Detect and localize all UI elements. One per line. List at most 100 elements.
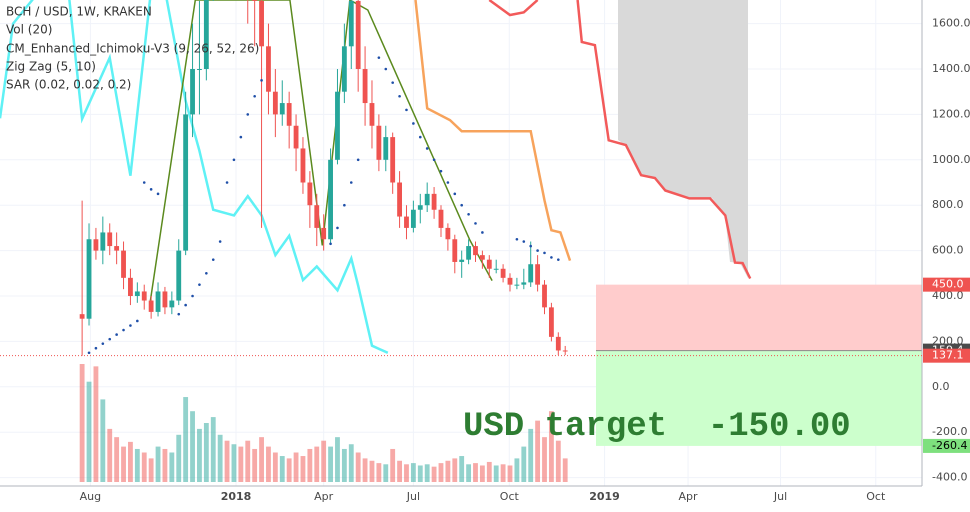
volume-bar <box>128 441 133 482</box>
sar-dot <box>446 181 450 184</box>
candle-body <box>424 193 430 206</box>
volume-bar <box>383 464 389 482</box>
candle-body <box>128 277 133 297</box>
sar-dot <box>260 79 263 82</box>
y-tick-label: 0.0 <box>932 380 950 393</box>
volume-bar <box>459 456 465 482</box>
candle-body <box>252 0 258 1</box>
candle-body <box>266 46 271 92</box>
legend-line: BCH / USD, 1W, KRAKEN <box>6 5 152 19</box>
sar-dot <box>329 242 332 246</box>
candle-body <box>307 182 313 206</box>
volume-bar <box>555 440 561 482</box>
candle-body <box>279 103 285 115</box>
volume-bar <box>535 420 541 482</box>
candle-body <box>528 264 534 283</box>
sar-dot <box>246 113 250 116</box>
candle-body <box>183 114 189 251</box>
candle-body <box>410 209 416 228</box>
candle-body <box>507 277 513 285</box>
x-tick-label: Jul <box>406 490 420 503</box>
candle-body <box>548 307 554 337</box>
volume-bar <box>542 437 547 482</box>
legend: BCH / USD, 1W, KRAKEN Vol (20) CM_Enhanc… <box>6 5 259 92</box>
x-tick-label: Apr <box>679 490 699 503</box>
volume-bar <box>300 456 306 482</box>
indicator-line <box>488 0 752 280</box>
candle-body <box>176 250 182 301</box>
sar-dot <box>108 337 112 341</box>
target-label: USD target -150.00 <box>463 408 851 446</box>
volume-bar <box>355 452 361 482</box>
candle-body <box>169 300 175 308</box>
price-badge-label: -260.4 <box>932 439 967 452</box>
sar-dot <box>156 192 160 196</box>
cloud-fill <box>618 0 748 278</box>
volume-bar <box>148 458 154 482</box>
candle-body <box>190 69 195 115</box>
sar-dot <box>184 303 187 307</box>
candle-body <box>134 291 140 297</box>
y-tick-label: 800.0 <box>932 198 964 211</box>
candle-body <box>514 284 520 286</box>
candle-body <box>272 91 278 115</box>
candle-body <box>562 350 568 352</box>
sar-dot <box>336 226 339 230</box>
candle-body <box>348 0 354 47</box>
y-tick-label: 1200.0 <box>932 107 970 120</box>
candle-body <box>162 291 168 308</box>
background-layer <box>0 0 922 486</box>
sar-dot <box>205 272 208 275</box>
x-tick-label: Oct <box>866 490 886 503</box>
volume-bar <box>328 446 333 482</box>
volume-bar <box>486 461 492 482</box>
sar-dot <box>515 237 519 241</box>
volume-bar <box>404 464 409 482</box>
sar-dot <box>405 108 408 112</box>
sar-dot <box>543 251 546 255</box>
volume-bar <box>348 444 354 482</box>
sar-dot <box>122 328 125 332</box>
x-tick-label: Apr <box>314 490 334 503</box>
volume-bar <box>390 448 396 482</box>
volume-bar <box>266 446 271 482</box>
volume-bar <box>114 437 120 482</box>
sar-dot <box>239 135 243 139</box>
target-zone <box>596 350 922 446</box>
volume-bar <box>231 444 237 482</box>
volume-bar <box>424 464 430 482</box>
candle-body <box>293 125 299 149</box>
sar-dot <box>218 240 222 243</box>
candle-body <box>542 284 547 308</box>
candle-body <box>486 259 492 269</box>
candle-body <box>341 46 347 92</box>
volume-bar <box>183 397 189 482</box>
volume-bar <box>562 458 568 482</box>
candle-body <box>459 259 465 262</box>
candle-body <box>397 182 402 217</box>
candle-body <box>100 232 106 251</box>
sar-dot <box>198 283 201 286</box>
candle-body <box>197 69 202 71</box>
sar-dot <box>418 135 422 139</box>
sar-dot <box>412 122 415 125</box>
volume-bar <box>397 460 402 482</box>
volume-bar <box>190 411 195 482</box>
volume-bar <box>162 448 168 482</box>
candle-body <box>466 246 472 260</box>
volume-bar <box>272 452 278 482</box>
candle-body <box>383 137 389 160</box>
candle-body <box>259 0 264 47</box>
legend-line: SAR (0.02, 0.02, 0.2) <box>6 78 131 92</box>
volume-bar <box>376 463 382 482</box>
candle-body <box>148 300 154 312</box>
indicator-line <box>0 0 389 354</box>
volume-bar <box>514 458 520 482</box>
sar-dot <box>439 169 443 173</box>
volume-bar <box>238 446 244 482</box>
x-tick-label: Oct <box>500 490 520 503</box>
candle-body <box>445 227 451 240</box>
x-tick-label: 2018 <box>221 490 252 503</box>
volume-bar <box>417 465 423 482</box>
candle-body <box>321 227 327 240</box>
